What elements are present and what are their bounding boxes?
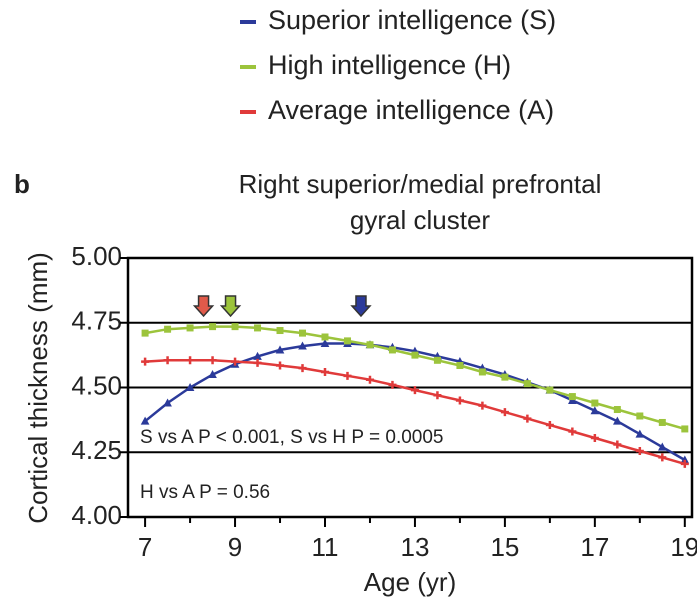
marker [523, 414, 532, 423]
y-tick-label: 4.25 [71, 435, 122, 465]
y-tick-label: 5.00 [71, 241, 122, 271]
marker [208, 369, 217, 379]
annotation: S vs A P < 0.001, S vs H P = 0.0005 [140, 427, 444, 448]
x-tick-label: 15 [490, 532, 519, 562]
marker [253, 358, 262, 367]
x-tick-label: 11 [311, 532, 338, 562]
marker [657, 442, 667, 451]
marker [298, 341, 307, 350]
marker [546, 386, 554, 394]
marker [141, 357, 150, 366]
marker [568, 393, 576, 401]
x-axis-label: Age (yr) [364, 567, 456, 597]
marker [590, 406, 600, 415]
marker [410, 386, 419, 395]
marker [275, 345, 285, 354]
marker [365, 375, 374, 384]
marker [298, 364, 307, 373]
x-tick-label: 17 [580, 532, 609, 562]
marker [299, 329, 307, 337]
y-tick-label: 4.75 [71, 306, 122, 336]
marker [388, 346, 396, 354]
marker [613, 416, 622, 425]
marker [185, 382, 195, 391]
marker [366, 341, 374, 349]
marker [568, 395, 577, 404]
panel-label: b [14, 169, 30, 199]
marker [209, 323, 217, 331]
marker [433, 356, 441, 364]
marker [681, 425, 689, 433]
annotation: H vs A P = 0.56 [140, 482, 270, 503]
marker [186, 356, 195, 365]
marker [680, 459, 689, 468]
marker [343, 371, 352, 380]
marker [276, 361, 285, 370]
chart-title: gyral cluster [350, 205, 490, 235]
marker [231, 357, 240, 366]
marker [456, 361, 464, 369]
marker [254, 324, 262, 332]
marker [276, 327, 284, 335]
marker [164, 325, 172, 333]
series-line [145, 359, 686, 466]
x-tick-label: 7 [138, 532, 152, 562]
marker [320, 367, 329, 376]
marker [545, 421, 554, 430]
x-tick-label: 19 [670, 532, 697, 562]
y-tick-label: 4.00 [71, 500, 122, 530]
peak-arrow [192, 295, 215, 318]
marker [186, 324, 194, 332]
marker [591, 399, 599, 407]
marker [208, 356, 217, 365]
legend-label: High intelligence (H) [268, 50, 511, 80]
x-tick-label: 13 [400, 532, 429, 562]
plot-frame [126, 256, 694, 519]
marker [613, 406, 621, 414]
marker [433, 391, 442, 400]
marker [635, 446, 644, 455]
x-tick-label: 9 [228, 532, 242, 562]
marker [388, 380, 397, 389]
marker [568, 427, 577, 436]
marker [411, 351, 419, 359]
y-tick-label: 4.50 [71, 370, 122, 400]
y-axis-label: Cortical thickness (mm) [23, 252, 53, 524]
marker [500, 408, 509, 417]
marker [635, 429, 645, 438]
marker [321, 333, 329, 341]
marker [523, 380, 531, 388]
marker [163, 398, 172, 407]
chart-title: Right superior/medial prefrontal [239, 169, 602, 199]
marker [613, 440, 622, 449]
marker [231, 323, 239, 331]
marker [455, 396, 464, 405]
marker [636, 412, 644, 420]
marker [658, 418, 666, 426]
marker [140, 416, 150, 425]
marker [343, 337, 351, 345]
peak-arrow [350, 295, 372, 318]
marker [658, 453, 667, 462]
legend-label: Average intelligence (A) [268, 95, 554, 125]
marker [501, 373, 509, 381]
marker [590, 434, 599, 443]
peak-arrow [219, 295, 242, 318]
marker [141, 329, 149, 337]
series-line [144, 325, 686, 431]
marker [478, 401, 487, 410]
marker [478, 368, 486, 376]
marker [163, 356, 172, 365]
legend-label: Superior intelligence (S) [268, 5, 556, 35]
marker [320, 338, 330, 347]
